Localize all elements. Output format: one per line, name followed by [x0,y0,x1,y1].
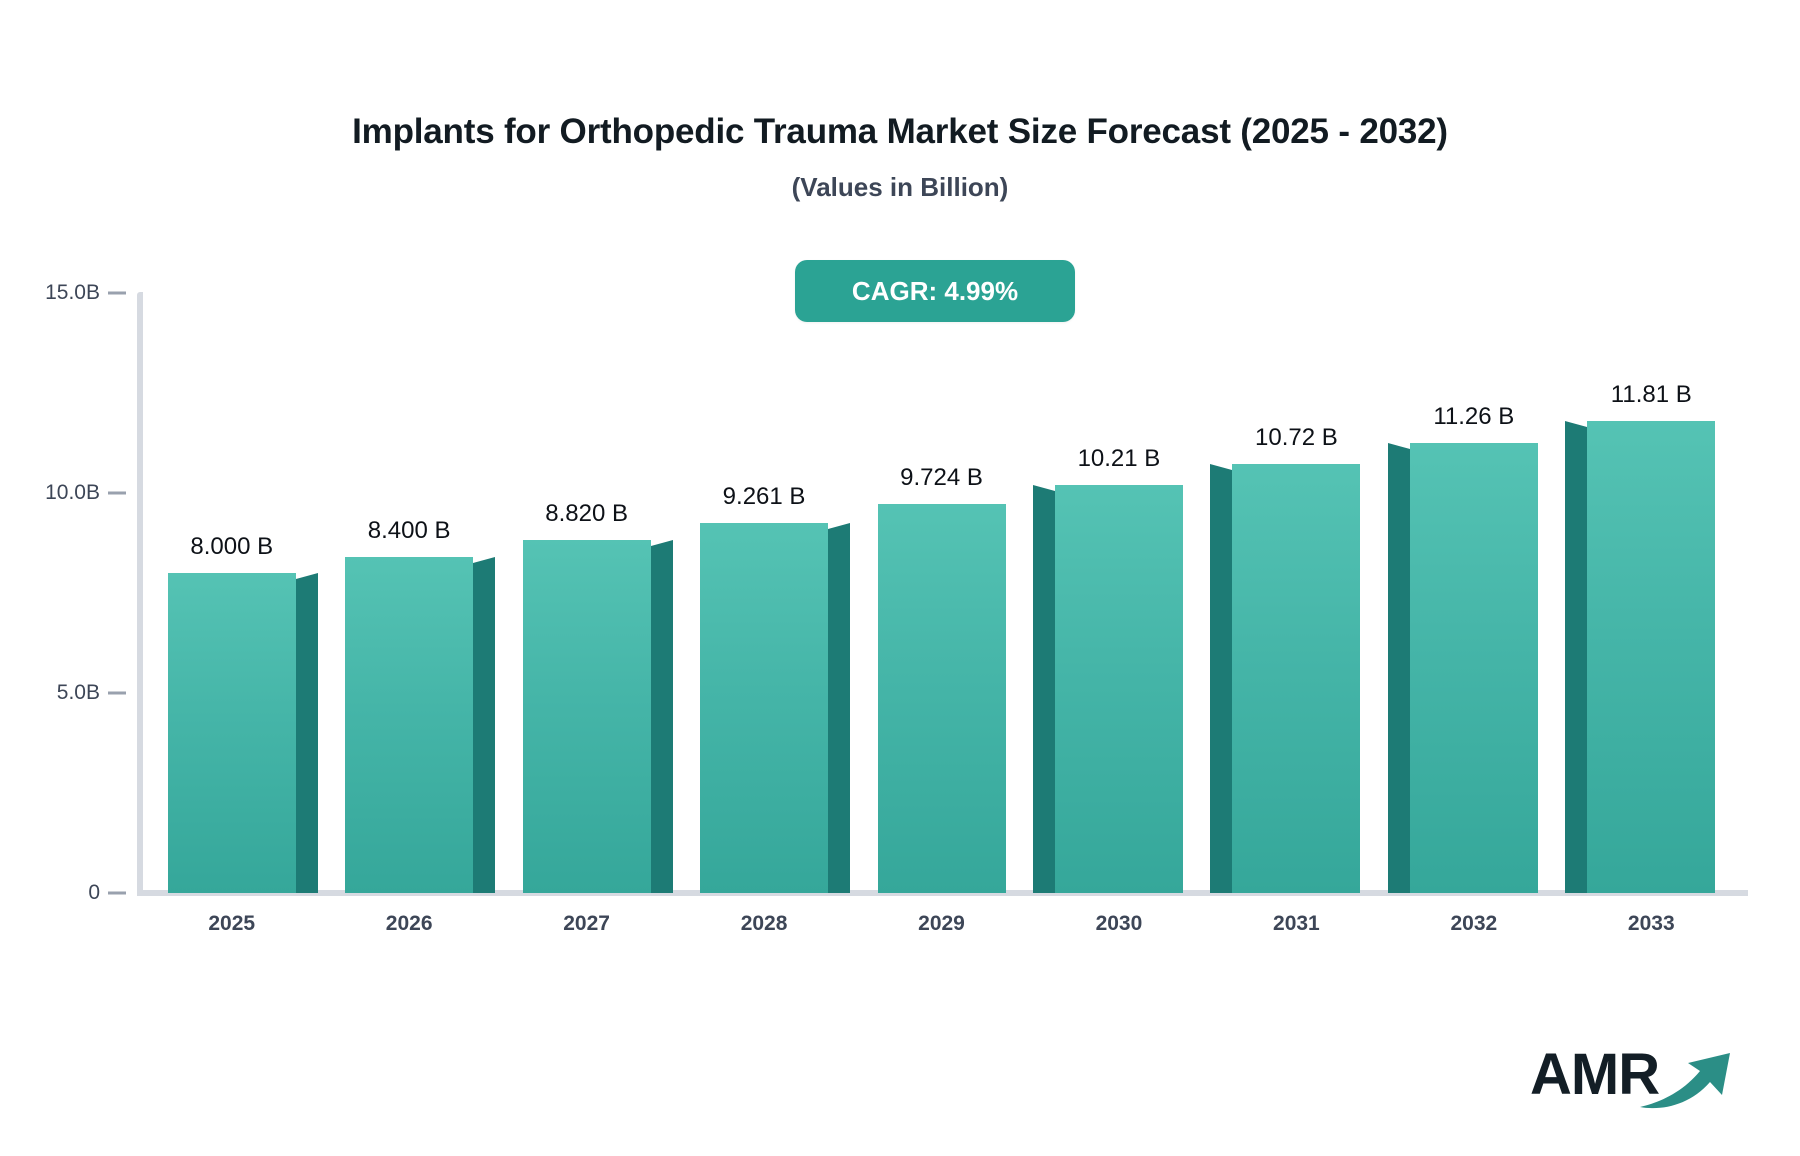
bar-top-cap [473,557,496,563]
y-axis-line [137,292,143,896]
bar: 11.26 B [1387,403,1538,893]
bar-top-cap [1032,484,1055,491]
bar: 9.724 B [877,464,1006,893]
bar-front-face [1054,484,1183,893]
cagr-badge: CAGR: 4.99% [795,260,1075,322]
bar-top-cap [1387,442,1410,449]
bar-top-cap [295,573,318,579]
bar-side-face [1565,426,1588,893]
bar-side-face [1210,470,1233,893]
bar: 11.81 B [1565,381,1716,893]
bar: 10.21 B [1032,445,1183,893]
bar: 10.72 B [1210,424,1361,893]
x-axis-tick-label: 2033 [1627,912,1675,935]
bar-top-cap [1565,420,1588,427]
bar-front-face [1232,464,1361,893]
page-title: Implants for Orthopedic Trauma Market Si… [352,112,1448,151]
y-axis-tick-mark [108,491,126,495]
bar-front-face [877,504,1006,893]
bar-front-face [700,522,829,893]
bar-value-label: 8.820 B [545,500,628,528]
x-axis-tick-label: 2026 [385,912,433,935]
growth-arrow-icon [1640,1053,1730,1109]
bar-top-cap [1210,464,1233,471]
bar-side-face [828,528,851,893]
x-axis-tick-label: 2032 [1450,912,1498,935]
bar-value-label: 11.81 B [1610,380,1692,408]
x-axis-tick-label: 2031 [1273,912,1320,935]
bar-side-face [650,546,673,893]
bar-side-face [295,579,318,893]
x-axis-tick-label: 2029 [918,912,965,935]
bar-front-face [345,557,474,893]
y-axis-tick-label: 15.0B [45,281,100,304]
bar-value-label: 10.72 B [1255,424,1338,452]
y-axis-tick-mark [108,691,126,695]
chart-subtitle: (Values in Billion) [791,172,1009,202]
bar-value-label: 11.26 B [1433,402,1515,430]
bar-value-label: 8.400 B [367,517,451,544]
y-axis-tick-label: 5.0B [56,681,100,704]
bar-side-face [1387,448,1410,893]
y-axis-tick-label: 10.0B [45,481,100,504]
bar-side-face [473,563,496,893]
bar-value-label: 8.000 B [190,533,274,560]
bar-front-face [1409,442,1538,893]
x-axis-line [137,890,1748,896]
bar-value-label: 9.261 B [722,482,806,510]
x-axis-tick-label: 2028 [740,912,788,935]
amr-logo: AMR [1530,1035,1740,1115]
bar-top-cap [828,522,851,529]
y-axis-tick-mark [108,291,126,295]
bar: 8.000 B [167,533,318,893]
bar-value-label: 9.724 B [900,464,983,492]
amr-logo-text: AMR [1530,1042,1660,1107]
bar-top-cap [650,540,673,547]
y-axis-tick-mark [108,891,126,895]
bar-side-face [1032,490,1055,893]
bar: 8.820 B [522,500,673,893]
cagr-badge-label: CAGR: 4.99% [851,275,1019,306]
x-axis-tick-label: 2025 [208,912,256,935]
bar: 9.261 B [700,483,851,893]
bar-front-face [1587,420,1716,893]
bar: 8.400 B [345,517,496,893]
bar-value-label: 10.21 B [1077,444,1161,472]
x-axis-tick-label: 2030 [1095,912,1143,935]
y-axis-tick-label: 0 [88,881,100,904]
bar-front-face [522,540,651,893]
bar-front-face [167,573,296,893]
x-axis-tick-label: 2027 [563,912,610,935]
